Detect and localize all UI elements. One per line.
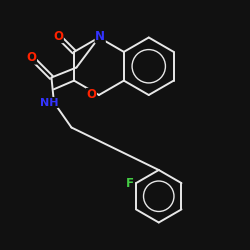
Text: F: F [126,176,134,190]
Text: NH: NH [40,98,58,108]
Text: N: N [95,30,105,43]
Text: O: O [86,88,97,102]
Text: O: O [53,30,63,43]
Text: O: O [26,51,36,64]
